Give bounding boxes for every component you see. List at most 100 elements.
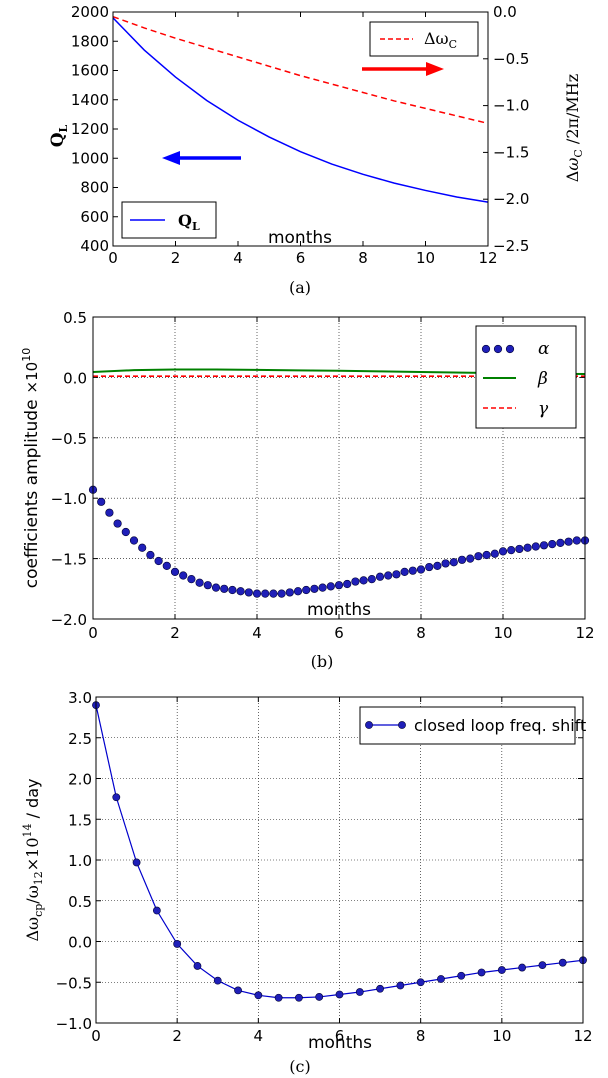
freq-shift-point [112, 793, 121, 802]
y-tick-label: −0.5 [51, 430, 87, 448]
x-tick-label: 4 [233, 249, 243, 267]
alpha-point [400, 567, 409, 576]
x-tick-label: 2 [171, 249, 181, 267]
x-tick-label: 2 [170, 624, 180, 642]
panel-a-ylabel-left: QL [48, 124, 70, 147]
alpha-point [490, 549, 499, 558]
y-tick-label: 0.5 [63, 309, 87, 327]
freq-shift-point [234, 986, 242, 995]
alpha-point [326, 582, 335, 591]
alpha-point [138, 543, 147, 552]
alpha-point [293, 587, 303, 596]
x-tick-label: 12 [573, 1027, 592, 1045]
y-tick-label-left: 1600 [71, 62, 109, 80]
y-tick-label: 0.5 [68, 893, 92, 911]
series-dwc-line [112, 15, 489, 125]
alpha-point [318, 583, 327, 592]
freq-shift-point [295, 993, 303, 1002]
panel-a-ylabel-right: ΔωC /2π/MHz [563, 74, 585, 182]
panel-a-legend-dwc-label: ΔωC [424, 29, 457, 51]
alpha-point [334, 581, 344, 590]
y-tick-label-left: 2000 [71, 3, 109, 21]
x-tick-label: 10 [492, 1027, 511, 1045]
alpha-point [548, 540, 557, 549]
alpha-point [457, 555, 467, 564]
alpha-point [474, 552, 483, 561]
y-tick-label-right: −0.5 [493, 50, 529, 68]
y-tick-label-right: −1.5 [493, 143, 529, 161]
freq-shift-point [173, 940, 182, 948]
alpha-point [441, 559, 450, 568]
alpha-point [384, 571, 393, 580]
panel-a-xlabel: months [268, 228, 332, 248]
freq-shift-point [315, 993, 324, 1001]
alpha-point [269, 589, 278, 598]
alpha-point [187, 575, 196, 584]
alpha-point [539, 541, 549, 550]
y-tick-label: −0.5 [56, 974, 92, 992]
alpha-point [310, 584, 319, 593]
alpha-point [236, 587, 245, 596]
freq-shift-point [558, 958, 567, 967]
freq-shift-point [254, 991, 263, 1000]
panel-c-plot-content [92, 701, 587, 1002]
x-tick-label: 0 [88, 624, 98, 642]
series-ql-line [112, 17, 489, 203]
legend-marker [365, 721, 373, 729]
y-tick-label: −1.0 [56, 1015, 92, 1033]
panel-c: 0 2 4 6 8 10 12 −1.0 −0.5 0.0 0.5 1.0 1.5 2.0 2.5 3.0 m… [21, 689, 593, 1076]
alpha-point [220, 584, 229, 593]
panel-c-xlabel: months [308, 1033, 372, 1053]
x-tick-label: 6 [296, 249, 306, 267]
alpha-point [244, 588, 253, 597]
alpha-point [416, 565, 426, 574]
alpha-point [367, 575, 376, 584]
panel-a-plot-content [112, 15, 489, 203]
panel-a-caption: (a) [289, 278, 311, 297]
alpha-point [498, 547, 508, 556]
y-tick-label: −2.0 [51, 611, 87, 629]
freq-shift-point [416, 978, 425, 987]
alpha-point [162, 561, 171, 570]
freq-shift-point [518, 963, 527, 972]
x-tick-label: 6 [335, 1027, 345, 1045]
x-tick-label: 2 [172, 1027, 182, 1045]
alpha-point [261, 589, 270, 598]
alpha-point [154, 556, 163, 566]
alpha-point [277, 589, 286, 598]
panel-b-legend: α β γ [475, 325, 577, 429]
alpha-point [179, 571, 188, 580]
x-tick-label: 10 [416, 249, 435, 267]
freq-shift-point [355, 988, 364, 996]
y-tick-label-right: −1.0 [493, 97, 529, 115]
freq-shift-point [193, 962, 202, 970]
panel-a-legend-ql: QL [121, 201, 217, 239]
panel-c-caption: (c) [289, 1057, 310, 1076]
x-tick-label: 4 [252, 624, 262, 642]
y-tick-label: 2.0 [68, 771, 92, 789]
alpha-point [252, 589, 262, 598]
red-arrow-right-icon [362, 62, 444, 76]
freq-shift-point [477, 968, 486, 977]
y-tick-label: 3.0 [68, 689, 92, 707]
alpha-point [285, 588, 294, 597]
alpha-point [556, 538, 565, 547]
y-tick-label-left: 1800 [71, 32, 109, 50]
freq-shift-point [376, 984, 384, 993]
alpha-point [146, 550, 155, 560]
alpha-point [129, 536, 139, 545]
y-tick-label-left: 800 [80, 179, 109, 197]
legend-alpha-marker [493, 344, 503, 354]
legend-alpha-label: α [538, 339, 550, 359]
alpha-point [203, 581, 212, 590]
x-tick-label: 8 [416, 624, 426, 642]
panel-a-legend-dwc: ΔωC [369, 21, 479, 57]
x-tick-label: 10 [493, 624, 512, 642]
freq-shift-point [437, 975, 445, 983]
panel-a: 0 2 4 6 8 10 12 400 600 800 1000 1200 1400 1600 1800 20… [48, 3, 585, 297]
y-tick-label: −1.5 [51, 551, 87, 569]
x-tick-label: 6 [334, 624, 344, 642]
freq-shift-point [396, 981, 405, 990]
y-tick-label: 0.0 [63, 369, 87, 387]
alpha-point [302, 585, 311, 595]
